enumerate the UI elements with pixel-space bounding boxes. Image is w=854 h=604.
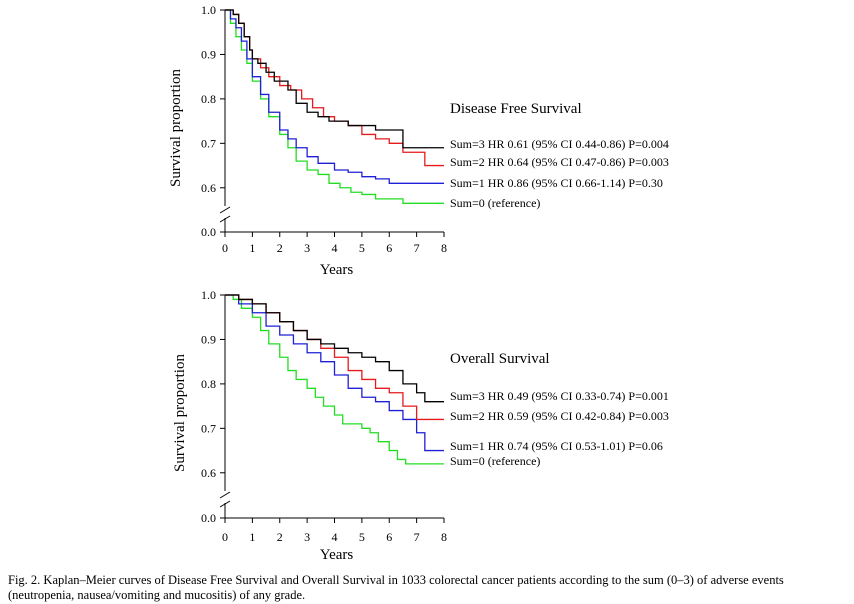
- x-tick-label: 6: [386, 530, 392, 544]
- x-tick-label: 1: [249, 241, 255, 255]
- y-tick-label: 0.7: [201, 136, 216, 150]
- y-tick-label: 1.0: [201, 3, 216, 17]
- x-tick-label: 1: [249, 530, 255, 544]
- x-tick-label: 8: [441, 530, 447, 544]
- chart-title: Disease Free Survival: [450, 101, 582, 117]
- legend-entry-sum1: Sum=1 HR 0.74 (95% CI 0.53-1.01) P=0.06: [450, 439, 663, 453]
- x-tick-label: 3: [304, 530, 310, 544]
- legend-entry-sum3: Sum=3 HR 0.49 (95% CI 0.33-0.74) P=0.001: [450, 389, 669, 403]
- y-tick-label: 0.8: [201, 377, 216, 391]
- axis-break-mark: [219, 491, 231, 499]
- legend-entry-sum3: Sum=3 HR 0.61 (95% CI 0.44-0.86) P=0.004: [450, 137, 669, 151]
- series-line-sum3: [225, 9, 444, 149]
- legend-entry-sum1: Sum=1 HR 0.86 (95% CI 0.66-1.14) P=0.30: [450, 176, 663, 190]
- x-tick-label: 4: [332, 530, 338, 544]
- y-tick-label: 1.0: [201, 288, 216, 302]
- axis-break-mark: [219, 500, 231, 508]
- x-tick-label: 7: [414, 241, 420, 255]
- series-line-sum1: [225, 9, 444, 184]
- legend-entry-sum0: Sum=0 (reference): [450, 454, 540, 468]
- y-tick-label: 0.9: [201, 332, 216, 346]
- x-axis-label: Years: [320, 547, 354, 563]
- axis-break-mark: [219, 206, 231, 214]
- axis-break-mark: [219, 215, 231, 223]
- x-tick-label: 2: [277, 241, 283, 255]
- x-tick-label: 8: [441, 241, 447, 255]
- x-tick-label: 2: [277, 530, 283, 544]
- y-tick-label: 0.9: [201, 47, 216, 61]
- series-line-sum0: [225, 9, 444, 204]
- series-line-sum0: [225, 294, 444, 465]
- y-axis-label: Survival proportion: [172, 354, 188, 472]
- chart-title: Overall Survival: [450, 351, 550, 367]
- series-line-sum2: [225, 9, 444, 167]
- figure-caption: Fig. 2. Kaplan–Meier curves of Disease F…: [8, 573, 784, 602]
- y-tick-label: 0.0: [201, 225, 216, 239]
- x-tick-label: 5: [359, 241, 365, 255]
- y-tick-label: 0.6: [201, 466, 216, 480]
- panel-1: 0.6 0.7 0.8 0.9 1.0 0.0 0 1 2 3 4 5 6 7 8 Years Survival…: [168, 3, 669, 278]
- x-tick-label: 0: [222, 530, 228, 544]
- y-tick-label: 0.7: [201, 421, 216, 435]
- series-line-sum2: [225, 294, 444, 421]
- x-axis-label: Years: [320, 262, 354, 278]
- y-axis-label: Survival proportion: [168, 69, 184, 187]
- y-tick-label: 0.8: [201, 92, 216, 106]
- x-tick-label: 0: [222, 241, 228, 255]
- y-tick-label: 0.0: [201, 511, 216, 525]
- x-tick-label: 5: [359, 530, 365, 544]
- y-tick-label: 0.6: [201, 181, 216, 195]
- x-tick-label: 4: [332, 241, 338, 255]
- series-line-sum3: [225, 294, 444, 403]
- x-tick-label: 7: [414, 530, 420, 544]
- x-tick-label: 6: [386, 241, 392, 255]
- panel-2: 0.6 0.7 0.8 0.9 1.0 0.0 0 1 2 3 4 5 6 7 8 Years Survival…: [172, 288, 669, 563]
- legend-entry-sum0: Sum=0 (reference): [450, 196, 540, 210]
- legend-entry-sum2: Sum=2 HR 0.59 (95% CI 0.42-0.84) P=0.003: [450, 409, 669, 423]
- series-line-sum1: [225, 294, 444, 452]
- x-tick-label: 3: [304, 241, 310, 255]
- legend-entry-sum2: Sum=2 HR 0.64 (95% CI 0.47-0.86) P=0.003: [450, 155, 669, 169]
